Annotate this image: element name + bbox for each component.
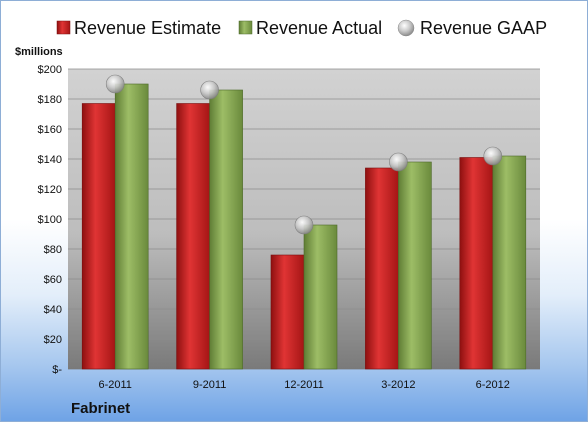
units-label: $millions	[15, 46, 63, 58]
bar-revenue-estimate	[81, 103, 116, 370]
y-axis-ticks: $- $20 $40 $60 $80 $100 $120 $140 $160 $180 $200	[38, 64, 63, 376]
gaap-marker	[105, 74, 125, 94]
y-tick-label: $120	[38, 184, 62, 196]
bar-revenue-actual	[114, 83, 149, 370]
bar-revenue-actual	[492, 155, 527, 370]
bar-revenue-actual	[398, 161, 432, 370]
gaap-marker	[389, 152, 408, 172]
legend-swatch-red	[56, 20, 71, 35]
legend-label-revenue-gaap: Revenue GAAP	[420, 18, 547, 38]
x-tick-label: 6-2011	[98, 379, 131, 391]
y-tick-label: $60	[44, 274, 62, 286]
y-tick-label: $160	[38, 124, 62, 136]
y-tick-label: $140	[38, 154, 62, 166]
legend-label-revenue-actual: Revenue Actual	[256, 18, 382, 38]
legend-item-revenue-actual: Revenue Actual	[238, 18, 382, 38]
x-tick-label: 9-2011	[193, 379, 226, 391]
bar-revenue-actual	[303, 224, 338, 370]
bar-revenue-estimate	[176, 103, 210, 370]
x-tick-label: 12-2011	[284, 379, 324, 391]
legend-marker-gaap	[397, 19, 415, 37]
legend-item-revenue-estimate: Revenue Estimate	[56, 18, 221, 38]
legend-swatch-green	[238, 20, 253, 35]
y-tick-label: $100	[38, 214, 62, 226]
y-tick-label: $40	[44, 304, 62, 316]
gaap-markers	[105, 74, 503, 235]
bar-revenue-estimate	[365, 167, 399, 370]
x-tick-label: 6-2012	[476, 379, 510, 391]
gaap-marker	[483, 146, 503, 166]
legend-label-revenue-estimate: Revenue Estimate	[74, 18, 221, 38]
legend-item-revenue-gaap: Revenue GAAP	[397, 18, 547, 38]
y-tick-label: $180	[38, 94, 62, 106]
bar-revenue-estimate	[270, 254, 305, 370]
y-tick-label: $20	[44, 334, 62, 346]
company-label: Fabrinet	[71, 400, 130, 417]
x-axis-labels: 6-2011 9-2011 12-2011 3-2012 6-2012	[98, 379, 509, 391]
y-tick-label: $-	[52, 364, 62, 376]
y-tick-label: $80	[44, 244, 62, 256]
bar-revenue-estimate	[459, 157, 494, 370]
x-tick-label: 3-2012	[381, 379, 415, 391]
gaap-marker	[200, 80, 219, 100]
gaap-marker	[294, 215, 314, 235]
y-tick-label: $200	[38, 64, 62, 76]
legend: Revenue Estimate Revenue Actual Revenue …	[56, 18, 547, 38]
bar-revenue-actual	[209, 89, 243, 370]
bars	[81, 83, 527, 370]
